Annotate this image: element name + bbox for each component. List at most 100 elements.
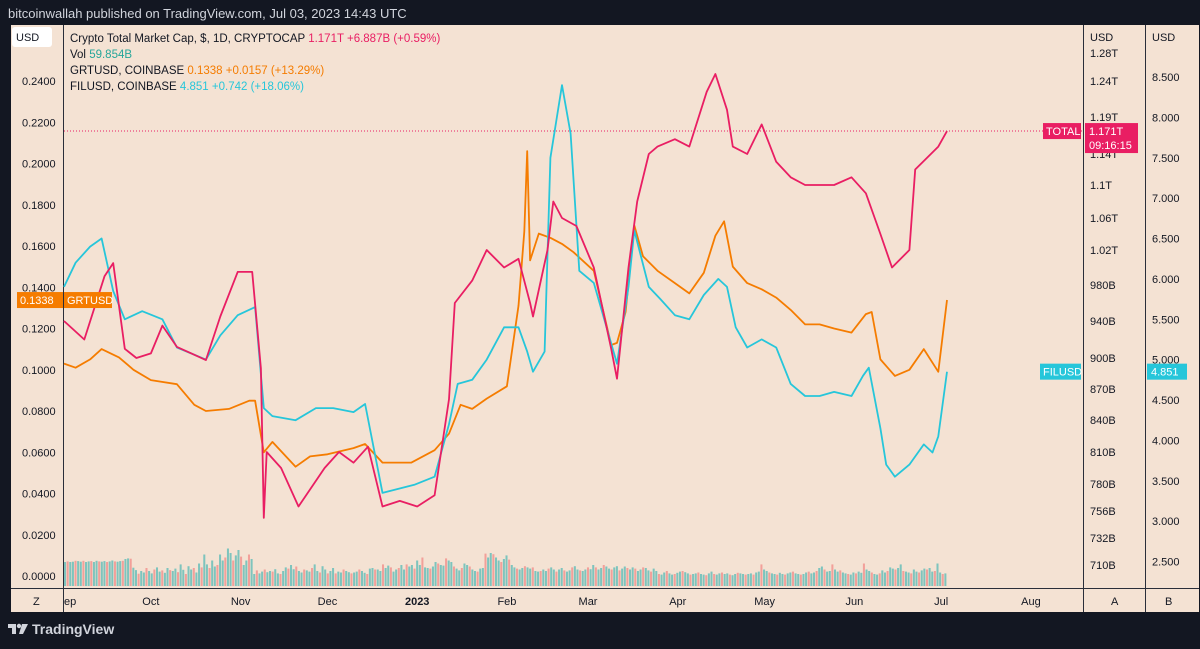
grt-axis-tick: 0.2200 [22,117,56,129]
fil-axis-tick: 2.500 [1152,557,1180,569]
volume-bar [113,561,116,586]
fil-axis-tick: 6.500 [1152,234,1180,246]
left-scale-button[interactable]: Z [33,596,40,608]
total-axis-tick: 980B [1090,280,1116,292]
total-axis-tick: 710B [1090,560,1116,572]
footer-bar [0,614,1200,644]
total-axis-badge-value: 1.171T [1089,126,1124,138]
volume-bar [447,560,450,586]
volume-bar [715,574,718,586]
volume-bar [718,573,721,586]
time-axis-label: ep [64,596,76,608]
total-axis-tick: 870B [1090,384,1116,396]
scale-b-currency-label[interactable]: USD [1152,32,1175,44]
volume-bar [544,571,547,586]
volume-bars [64,548,947,586]
volume-bar [431,566,434,586]
volume-bar [413,568,416,586]
fil-axis-tick: 7.000 [1152,193,1180,205]
volume-bar [211,560,214,586]
volume-bar [242,565,245,586]
volume-bar [749,573,752,586]
volume-bar [292,569,295,586]
volume-bar [476,571,479,586]
volume-bar [581,571,584,586]
volume-bar [881,570,884,586]
volume-bar [187,566,190,586]
volume-bar [300,572,303,586]
time-axis-label: May [754,596,775,608]
volume-bar [492,554,495,586]
volume-bar [424,567,427,586]
volume-bar [607,568,611,586]
volume-bar [466,565,469,586]
volume-bar [145,568,148,586]
volume-bar [290,565,293,586]
volume-bar [287,568,290,586]
volume-bar [873,574,876,586]
legend-row: GRTUSD, COINBASE 0.1338 +0.0157 (+13.29%… [70,65,324,77]
volume-bar [250,559,253,586]
left-scale-currency-button[interactable] [12,27,52,47]
total-axis-badge [1085,123,1138,154]
volume-bar [282,571,285,586]
tradingview-brand: TradingView [32,621,115,637]
time-axis-label: Oct [142,596,159,608]
volume-bar [744,574,747,586]
volume-bar [739,573,742,586]
scale-b-button[interactable]: B [1165,596,1172,608]
volume-bar [597,569,600,586]
volume-bar [742,574,745,586]
scale-currency-labels[interactable]: USD USD USD Z A B [12,27,1175,608]
volume-bar [731,575,734,586]
volume-bar [589,569,592,586]
volume-bar [671,574,674,586]
volume-bar [124,559,127,586]
grt-axis-tick: 0.1800 [22,200,56,212]
volume-bar [384,568,387,586]
volume-bar [479,568,482,586]
volume-bar [665,571,668,586]
fil-axis-tick: 3.000 [1152,516,1180,528]
volume-bar [389,567,392,586]
volume-bar [305,570,308,586]
volume-bar [728,574,731,586]
volume-bar [521,568,524,586]
fil-axis-tick: 4.500 [1152,395,1180,407]
volume-bar [106,562,109,586]
volume-bar [713,574,716,586]
volume-bar [752,574,755,586]
time-axis-label: Nov [231,596,251,608]
volume-bar [481,568,484,586]
volume-bar [584,569,587,586]
volume-bar [726,573,729,586]
volume-bar [150,573,153,586]
volume-bar [82,560,85,586]
grt-axis-tick: 0.1000 [22,365,56,377]
volume-bar [610,569,613,586]
volume-bar [883,572,886,586]
volume-bar [129,558,132,586]
scale-a-currency-label[interactable]: USD [1090,32,1113,44]
volume-bar [116,561,119,586]
volume-bar [66,561,69,586]
volume-bar [192,568,195,586]
volume-bar [526,567,529,586]
grt-name-badge-label: GRTUSD [67,295,113,307]
volume-bar [360,571,363,586]
grt-name-badge [64,292,112,309]
volume-bar [684,572,687,586]
volume-bar [237,550,240,586]
volume-bar [778,572,781,586]
volume-bar [247,554,250,586]
volume-bar [558,569,561,586]
right-scale-b-pane [1146,25,1199,612]
volume-bar [437,563,440,586]
scale-a-button[interactable]: A [1111,596,1119,608]
volume-bar [121,560,124,586]
volume-bar [605,566,608,586]
volume-bar [552,569,555,586]
volume-bar [321,566,324,586]
left-scale-pane [11,25,63,612]
